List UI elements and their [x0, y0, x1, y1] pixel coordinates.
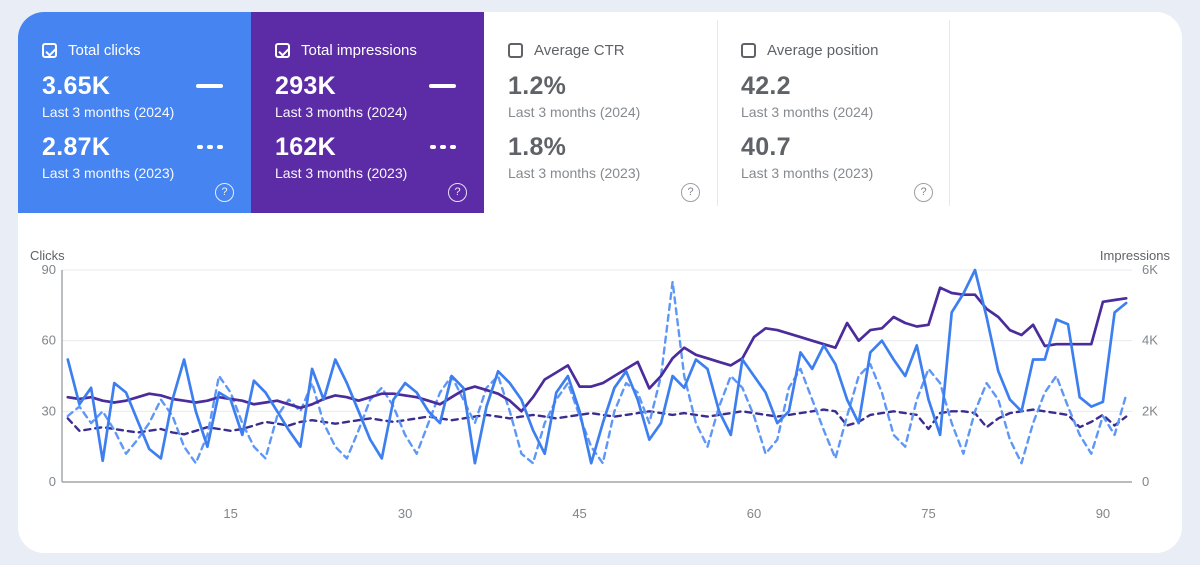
svg-text:2K: 2K	[1142, 403, 1158, 418]
card-total-clicks-toggle[interactable]: Total clicks	[42, 42, 229, 59]
metric-value-previous: 2.87K	[42, 133, 111, 161]
unchecked-checkbox-icon[interactable]	[741, 43, 756, 58]
checked-checkbox-icon[interactable]	[275, 43, 290, 58]
metric-value-current: 42.2	[741, 72, 791, 100]
solid-line-legend-icon	[429, 84, 456, 88]
metric-value-current: 3.65K	[42, 72, 111, 100]
card-average-ctr[interactable]: Average CTR 1.2% Last 3 months (2024) 1.…	[484, 12, 717, 213]
svg-text:Impressions: Impressions	[1100, 248, 1171, 263]
card-average-position-toggle[interactable]: Average position	[741, 42, 928, 59]
svg-text:0: 0	[49, 474, 56, 489]
svg-text:Clicks: Clicks	[30, 248, 65, 263]
help-icon[interactable]	[448, 183, 467, 202]
metric-label-previous: Last 3 months (2023)	[42, 165, 175, 181]
metric-value-previous: 1.8%	[508, 133, 567, 161]
svg-text:4K: 4K	[1142, 333, 1158, 348]
card-title: Total impressions	[301, 42, 417, 59]
performance-chart-area[interactable]: Clicks Impressions 0 30 60 90 0 2K 4K 6K 15 30 45 60 7…	[18, 240, 1182, 545]
metric-label-previous: Last 3 months (2023)	[275, 165, 408, 181]
metric-value-current: 1.2%	[508, 72, 567, 100]
solid-line-legend-icon	[196, 84, 223, 88]
card-average-position[interactable]: Average position 42.2 Last 3 months (202…	[717, 12, 950, 213]
svg-text:45: 45	[572, 506, 586, 521]
card-title: Average CTR	[534, 42, 625, 59]
dashed-line-legend-icon	[197, 145, 223, 149]
card-title: Average position	[767, 42, 879, 59]
metric-label-current: Last 3 months (2024)	[741, 104, 874, 120]
card-total-impressions-toggle[interactable]: Total impressions	[275, 42, 462, 59]
help-icon[interactable]	[681, 183, 700, 202]
svg-text:30: 30	[42, 403, 56, 418]
dashed-line-legend-icon	[430, 145, 456, 149]
card-total-clicks[interactable]: Total clicks 3.65K Last 3 months (2024) …	[18, 12, 251, 213]
metric-label-current: Last 3 months (2024)	[42, 104, 175, 120]
metric-label-previous: Last 3 months (2023)	[741, 165, 874, 181]
svg-text:90: 90	[42, 262, 56, 277]
checked-checkbox-icon[interactable]	[42, 43, 57, 58]
card-divider	[949, 20, 950, 206]
help-icon[interactable]	[215, 183, 234, 202]
card-average-ctr-toggle[interactable]: Average CTR	[508, 42, 695, 59]
help-icon[interactable]	[914, 183, 933, 202]
metric-label-current: Last 3 months (2024)	[508, 104, 641, 120]
metric-value-previous: 162K	[275, 133, 336, 161]
metric-label-current: Last 3 months (2024)	[275, 104, 408, 120]
svg-text:60: 60	[747, 506, 761, 521]
svg-text:15: 15	[223, 506, 237, 521]
metric-value-previous: 40.7	[741, 133, 791, 161]
performance-panel: Total clicks 3.65K Last 3 months (2024) …	[18, 12, 1182, 553]
svg-text:90: 90	[1096, 506, 1110, 521]
svg-text:60: 60	[42, 333, 56, 348]
svg-text:30: 30	[398, 506, 412, 521]
card-divider	[717, 20, 718, 206]
svg-text:75: 75	[921, 506, 935, 521]
svg-text:0: 0	[1142, 474, 1149, 489]
svg-text:6K: 6K	[1142, 262, 1158, 277]
metric-value-current: 293K	[275, 72, 336, 100]
card-title: Total clicks	[68, 42, 141, 59]
unchecked-checkbox-icon[interactable]	[508, 43, 523, 58]
metric-label-previous: Last 3 months (2023)	[508, 165, 641, 181]
card-total-impressions[interactable]: Total impressions 293K Last 3 months (20…	[251, 12, 484, 213]
performance-chart[interactable]: Clicks Impressions 0 30 60 90 0 2K 4K 6K 15 30 45 60 7…	[18, 240, 1182, 545]
